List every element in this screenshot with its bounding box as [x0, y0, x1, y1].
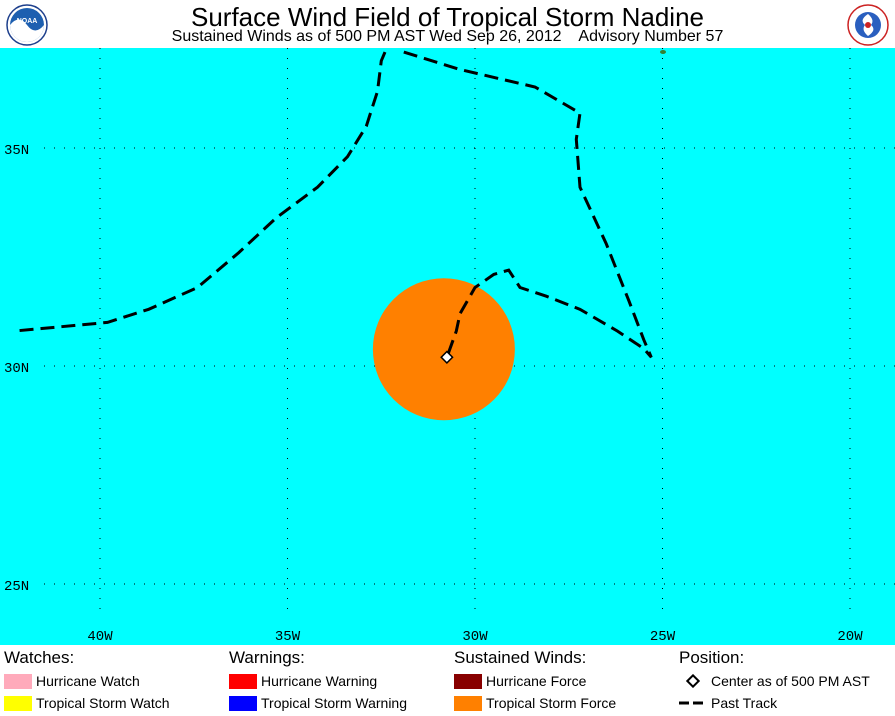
storm-center-diamond-icon — [440, 350, 454, 364]
past-track-line — [403, 50, 653, 359]
past-track-line — [13, 51, 387, 333]
legend-winds: Sustained Winds: Hurricane Force Tropica… — [454, 648, 616, 714]
longitude-label: 25W — [650, 629, 676, 645]
center-diamond-icon — [679, 674, 707, 689]
longitude-label: 20W — [837, 629, 863, 645]
noaa-logo: NOAA — [6, 4, 48, 46]
noaa-logo-text: NOAA — [17, 18, 38, 25]
legend-label: Hurricane Warning — [261, 673, 378, 689]
hurricane-warning-swatch — [229, 673, 257, 689]
island — [660, 50, 666, 54]
map-subtitle: Sustained Winds as of 500 PM AST Wed Sep… — [171, 28, 724, 45]
legend-label: Hurricane Force — [486, 673, 587, 689]
legend-label: Tropical Storm Watch — [36, 695, 170, 711]
legend-item: Hurricane Warning — [229, 670, 407, 692]
tropical-storm-force-wind-field — [372, 278, 515, 421]
map-title: Surface Wind Field of Tropical Storm Nad… — [191, 2, 704, 32]
tropical-storm-warning-swatch — [229, 695, 257, 711]
legend-heading: Warnings: — [229, 648, 305, 667]
wind-field-map: 35N 30N 25N 40W 35W 30W 25W 20W — [0, 48, 895, 645]
legend-item: Tropical Storm Warning — [229, 692, 407, 714]
legend-heading: Position: — [679, 648, 745, 667]
legend-heading: Sustained Winds: — [454, 648, 587, 667]
legend-position: Position: Center as of 500 PM AST Past T… — [679, 648, 870, 714]
legend-label: Hurricane Watch — [36, 673, 140, 689]
legend-watches: Watches: Hurricane Watch Tropical Storm … — [4, 648, 170, 714]
axis-labels: 35N 30N 25N 40W 35W 30W 25W 20W — [4, 143, 863, 645]
legend-item: Tropical Storm Watch — [4, 692, 170, 714]
latitude-label: 25N — [4, 579, 29, 595]
longitude-label: 30W — [462, 629, 488, 645]
past-track-dash-icon — [679, 696, 707, 711]
latitude-label: 30N — [4, 361, 29, 377]
hurricane-force-swatch — [454, 673, 482, 689]
legend-item: Past Track — [679, 692, 870, 714]
latitude-label: 35N — [4, 143, 29, 159]
legend-label: Center as of 500 PM AST — [711, 673, 870, 689]
nws-logo — [847, 4, 889, 46]
legend-label: Tropical Storm Warning — [261, 695, 408, 711]
legend-item: Center as of 500 PM AST — [679, 670, 870, 692]
legend: Watches: Hurricane Watch Tropical Storm … — [0, 646, 895, 716]
header: NOAA Surface Wind Field of Tropical Stor… — [0, 0, 895, 48]
legend-item: Tropical Storm Force — [454, 692, 616, 714]
legend-label: Past Track — [711, 695, 778, 711]
tropical-storm-watch-swatch — [4, 695, 32, 711]
legend-warnings: Warnings: Hurricane Warning Tropical Sto… — [229, 648, 407, 714]
longitude-label: 35W — [275, 629, 301, 645]
legend-label: Tropical Storm Force — [486, 695, 617, 711]
tropical-storm-force-swatch — [454, 695, 482, 711]
longitude-label: 40W — [87, 629, 113, 645]
legend-item: Hurricane Watch — [4, 670, 170, 692]
legend-item: Hurricane Force — [454, 670, 616, 692]
hurricane-watch-swatch — [4, 673, 32, 689]
legend-heading: Watches: — [4, 648, 75, 667]
